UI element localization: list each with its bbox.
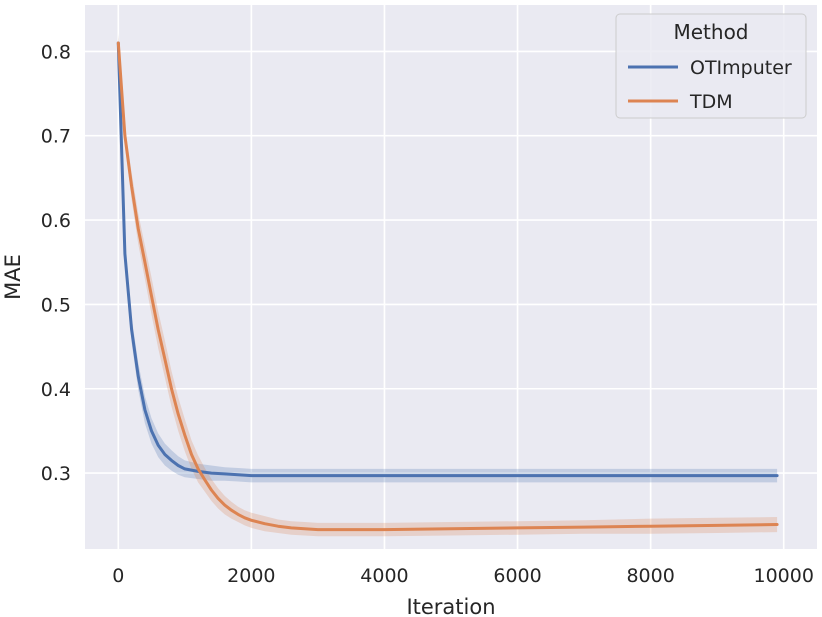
series-lines — [116, 41, 779, 532]
legend-label: OTImputer — [690, 57, 792, 79]
series-line — [116, 41, 779, 478]
legend: Method OTImputer TDM — [615, 13, 807, 119]
y-tick-labels: 0.3 0.4 0.5 0.6 0.7 0.8 — [41, 41, 71, 485]
y-tick-label: 0.7 — [41, 126, 71, 148]
x-tick-label: 10000 — [754, 565, 814, 587]
series-line — [116, 41, 779, 532]
y-tick-label: 0.3 — [41, 463, 71, 485]
x-tick-label: 2000 — [227, 565, 275, 587]
x-tick-labels: 0 2000 4000 6000 8000 10000 — [112, 565, 814, 587]
y-tick-label: 0.5 — [41, 294, 71, 316]
x-tick-label: 4000 — [360, 565, 408, 587]
x-tick-label: 0 — [112, 565, 124, 587]
legend-box — [615, 13, 807, 119]
x-tick-label: 8000 — [626, 565, 674, 587]
x-axis-label: Iteration — [406, 595, 495, 617]
y-tick-label: 0.8 — [41, 41, 71, 63]
y-tick-label: 0.6 — [41, 210, 71, 232]
x-tick-label: 6000 — [493, 565, 541, 587]
y-axis-label: MAE — [1, 254, 25, 300]
legend-title: Method — [673, 20, 748, 44]
legend-label: TDM — [689, 91, 733, 113]
y-tick-label: 0.4 — [41, 379, 71, 401]
grid — [85, 5, 817, 549]
